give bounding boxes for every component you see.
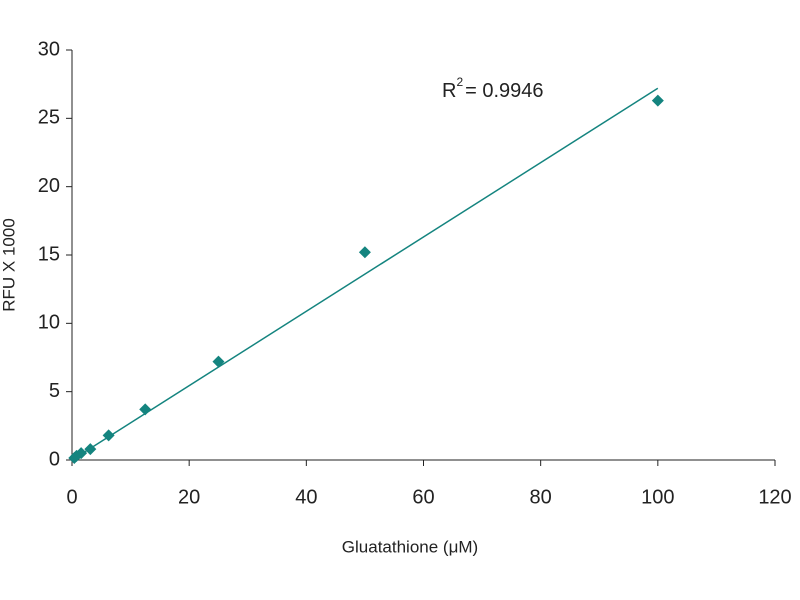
y-tick-label: 5 bbox=[49, 380, 60, 402]
point bbox=[212, 355, 225, 368]
annotation-sup: 2 bbox=[456, 75, 463, 89]
point bbox=[102, 429, 115, 442]
point bbox=[84, 443, 97, 456]
point bbox=[75, 447, 88, 460]
x-tick-label: 60 bbox=[412, 486, 434, 508]
annotation-rest: = 0.9946 bbox=[465, 80, 543, 102]
point bbox=[651, 94, 664, 107]
point bbox=[139, 403, 152, 416]
x-tick-label: 100 bbox=[641, 486, 674, 508]
y-tick-label: 10 bbox=[38, 312, 60, 334]
y-tick-label: 15 bbox=[38, 243, 60, 265]
point bbox=[358, 246, 371, 259]
y-tick-label: 25 bbox=[38, 107, 60, 129]
y-tick-label: 30 bbox=[38, 38, 60, 60]
x-tick-label: 120 bbox=[758, 486, 791, 508]
y-tick-label: 20 bbox=[38, 175, 60, 197]
x-tick-label: 80 bbox=[530, 486, 552, 508]
annotation: R2 = 0.9946 bbox=[442, 75, 544, 102]
trendline bbox=[71, 87, 659, 461]
y-tick-label: 0 bbox=[49, 448, 60, 470]
x-axis-title: Gluatathione (μM) bbox=[342, 537, 478, 556]
annotation-base: R bbox=[442, 80, 456, 102]
x-tick-label: 0 bbox=[66, 486, 77, 508]
x-tick-label: 40 bbox=[295, 486, 317, 508]
y-axis-title: RFU X 1000 bbox=[0, 218, 18, 312]
x-tick-label: 20 bbox=[178, 486, 200, 508]
